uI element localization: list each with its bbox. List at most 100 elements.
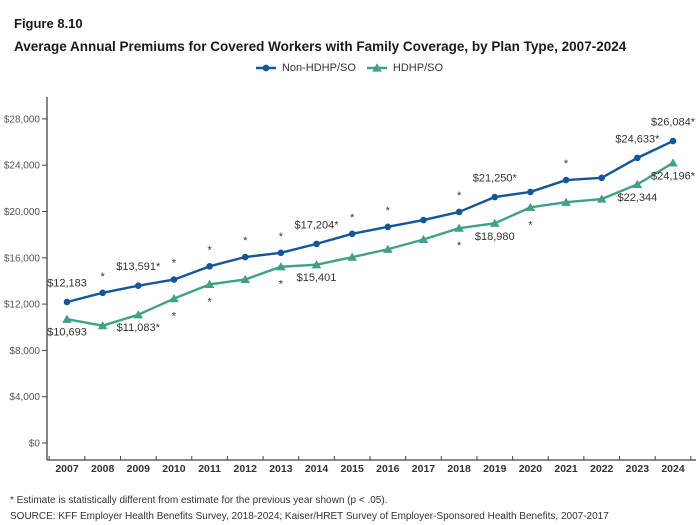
y-tick-label: $8,000	[9, 346, 40, 357]
data-point-marker	[489, 218, 500, 227]
data-point-marker	[491, 193, 499, 201]
data-point-label: $12,183	[47, 277, 87, 289]
data-point-marker	[347, 252, 357, 261]
data-point-marker	[313, 240, 320, 248]
data-point-marker	[527, 188, 534, 196]
y-tick-label: $28,000	[4, 114, 41, 125]
data-point-marker	[561, 197, 571, 206]
significance-asterisk: *	[207, 296, 212, 308]
figure-title: Average Annual Premiums for Covered Work…	[14, 39, 627, 54]
data-point-marker	[525, 202, 536, 211]
x-tick-label: 2024	[661, 463, 685, 475]
legend-item-hdhp-so: HDHP/SO	[366, 62, 443, 74]
chart-legend: Non-HDHP/SO HDHP/SO	[0, 62, 698, 74]
y-tick-label: $12,000	[4, 300, 41, 311]
y-tick-label: $16,000	[4, 253, 41, 264]
data-point-label: $17,204*	[295, 219, 340, 231]
x-tick-label: 2023	[626, 463, 650, 475]
significance-asterisk: *	[279, 279, 284, 291]
data-point-marker	[133, 310, 144, 319]
data-point-label: $11,083*	[117, 322, 161, 334]
significance-asterisk: *	[172, 311, 177, 323]
y-tick-label: $20,000	[4, 207, 41, 218]
x-tick-label: 2021	[554, 463, 578, 475]
legend-label-non-hdhp-so: Non-HDHP/SO	[281, 62, 356, 74]
data-point-marker	[276, 262, 286, 271]
significance-asterisk: *	[172, 258, 177, 270]
x-tick-label: 2009	[127, 463, 151, 475]
line-circle-marker-icon	[255, 64, 276, 72]
data-point-marker	[63, 298, 71, 306]
x-tick-label: 2014	[305, 463, 329, 475]
data-point-marker	[454, 223, 464, 232]
data-point-marker	[562, 176, 570, 184]
data-point-label: $10,693	[47, 327, 87, 339]
data-point-marker	[632, 179, 643, 188]
data-point-label: $18,980	[475, 231, 515, 243]
x-tick-label: 2019	[483, 463, 507, 475]
x-tick-label: 2012	[234, 463, 258, 475]
data-point-label: $21,250*	[473, 173, 518, 185]
footnote-significance: * Estimate is statistically different fr…	[10, 495, 388, 506]
y-tick-label: $0	[29, 439, 41, 450]
data-point-marker	[134, 282, 142, 289]
data-point-marker	[97, 321, 108, 330]
y-tick-label: $24,000	[4, 161, 41, 172]
data-point-marker	[418, 234, 429, 244]
data-point-marker	[170, 276, 178, 283]
data-point-marker	[169, 294, 179, 303]
x-tick-label: 2016	[376, 463, 400, 475]
data-point-marker	[62, 314, 72, 323]
data-point-label: $24,196*	[651, 170, 696, 182]
data-point-marker	[598, 174, 606, 182]
legend-label-hdhp-so: HDHP/SO	[392, 62, 444, 74]
significance-asterisk: *	[350, 212, 355, 224]
significance-asterisk: *	[457, 190, 462, 202]
data-point-marker	[206, 263, 213, 270]
data-point-marker	[383, 244, 393, 253]
significance-asterisk: *	[101, 271, 106, 283]
data-point-marker	[241, 253, 249, 261]
data-point-label: $24,633*	[615, 133, 660, 145]
data-point-marker	[634, 154, 641, 162]
data-point-marker	[99, 289, 106, 297]
significance-asterisk: *	[243, 235, 248, 247]
x-tick-label: 2010	[162, 463, 186, 475]
x-tick-label: 2018	[447, 463, 471, 475]
significance-asterisk: *	[207, 244, 212, 256]
data-point-marker	[669, 137, 677, 145]
line-triangle-marker-icon	[366, 63, 387, 72]
series-line-non-hdhp-so	[65, 139, 675, 304]
x-tick-label: 2007	[55, 463, 79, 475]
x-tick-label: 2008	[91, 463, 115, 475]
y-tick-label: $4,000	[9, 392, 40, 403]
data-point-marker	[311, 260, 322, 269]
data-point-marker	[240, 274, 251, 284]
legend-item-non-hdhp-so: Non-HDHP/SO	[255, 62, 356, 74]
significance-asterisk: *	[386, 205, 391, 217]
x-tick-label: 2017	[412, 463, 436, 475]
figure-number: Figure 8.10	[14, 16, 83, 31]
data-point-marker	[348, 230, 356, 238]
x-tick-label: 2022	[590, 463, 614, 475]
data-point-marker	[596, 194, 607, 203]
significance-asterisk: *	[279, 231, 284, 243]
data-point-marker	[420, 216, 427, 224]
data-point-label: $13,591*	[116, 261, 161, 273]
data-point-marker	[455, 208, 463, 216]
significance-asterisk: *	[528, 219, 533, 231]
data-point-label: $15,401	[297, 272, 337, 284]
data-point-marker	[277, 249, 285, 257]
data-point-marker	[384, 223, 392, 231]
x-tick-label: 2011	[198, 463, 221, 475]
significance-asterisk: *	[457, 240, 462, 252]
data-point-marker	[668, 158, 678, 167]
footnote-source: SOURCE: KFF Employer Health Benefits Sur…	[10, 511, 609, 522]
x-tick-label: 2015	[340, 463, 364, 475]
series-line-hdhp-so	[65, 161, 675, 327]
x-tick-label: 2013	[269, 463, 293, 475]
data-point-label: $26,084*	[651, 117, 696, 129]
data-point-label: $22,344	[617, 192, 657, 204]
